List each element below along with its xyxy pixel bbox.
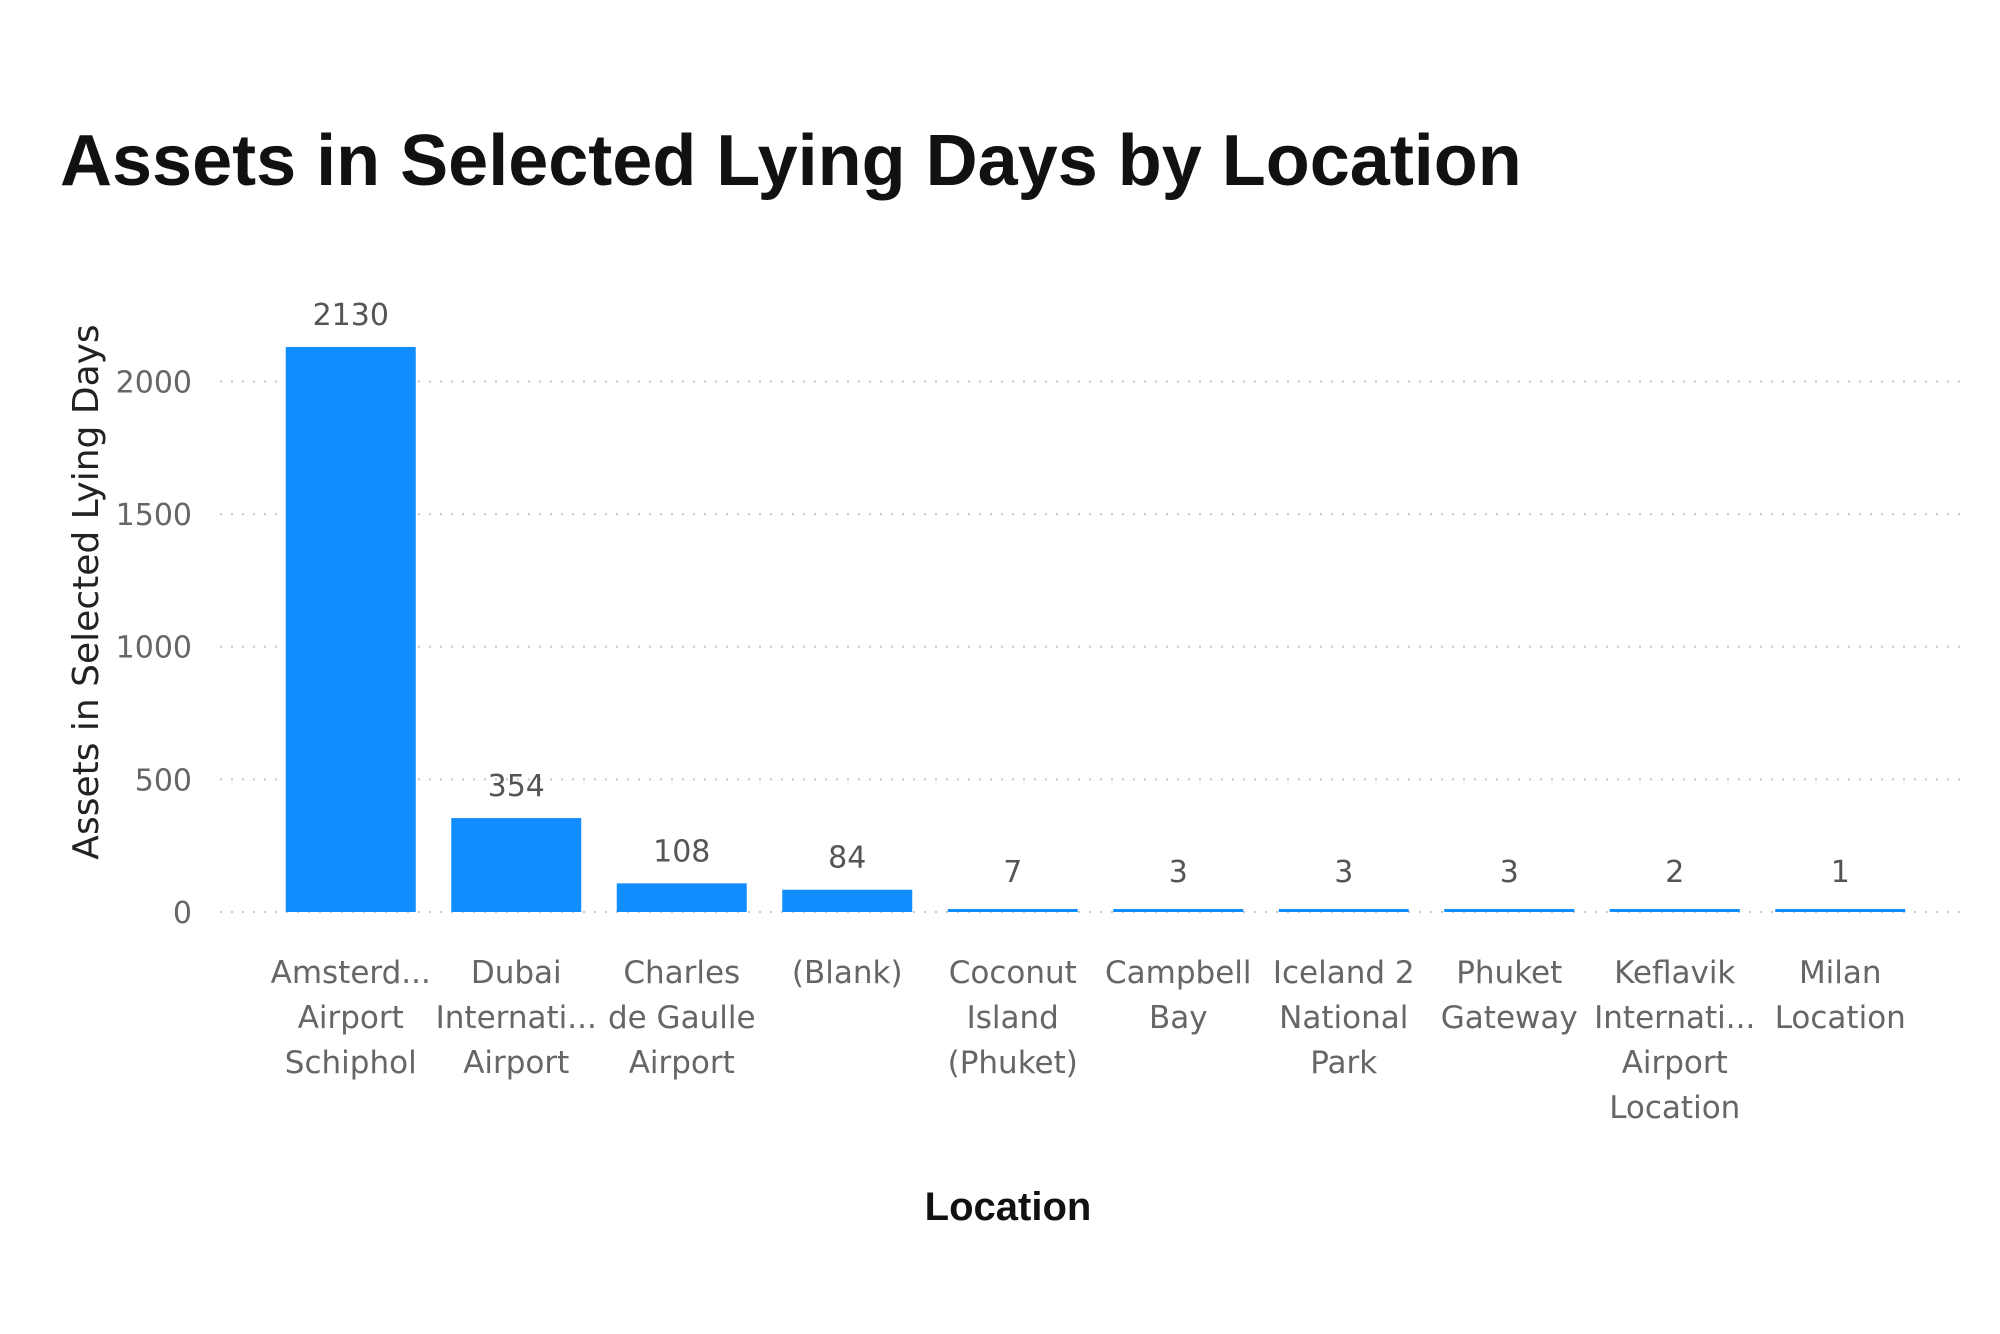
bar[interactable]	[451, 818, 582, 912]
data-label: 3	[1500, 855, 1519, 890]
data-label: 3	[1169, 855, 1188, 890]
x-category-label: (Blank)	[792, 955, 903, 991]
gridlines	[220, 380, 1962, 913]
x-category-label-line: (Phuket)	[948, 1045, 1078, 1081]
x-category-label-line: Amsterd...	[271, 955, 431, 991]
y-tick-label: 1000	[116, 631, 192, 666]
y-tick-label: 0	[173, 896, 192, 931]
x-category-label-line: Airport	[629, 1045, 735, 1081]
x-axis-title: Location	[925, 1185, 1092, 1229]
x-category-label-line: Iceland 2	[1273, 955, 1415, 991]
y-tick-label: 500	[135, 763, 192, 798]
x-category-label-line: Campbell	[1105, 955, 1252, 991]
data-label: 108	[653, 834, 710, 869]
x-category-label-line: Charles	[623, 955, 740, 991]
x-category-label-line: Airport	[1622, 1045, 1728, 1081]
data-label: 84	[828, 841, 866, 876]
x-category-label-line: Keflavik	[1614, 955, 1735, 991]
x-category-label-line: Park	[1310, 1045, 1377, 1081]
data-label: 354	[488, 769, 545, 804]
bar[interactable]	[782, 889, 913, 912]
x-category-label-line: Internati...	[1594, 1000, 1755, 1036]
bar[interactable]	[1444, 909, 1575, 912]
data-label: 2130	[313, 298, 389, 333]
x-category-label: Keflavik Internati... Airport Location	[1594, 955, 1755, 1126]
x-category-label: Coconut Island (Phuket)	[948, 955, 1078, 1081]
x-category-label-line: Coconut	[949, 955, 1077, 991]
x-category-label-line: Island	[967, 1000, 1059, 1036]
data-labels: 2130 354 108 84 7 3 3 3 2 1	[313, 298, 1850, 890]
data-label: 1	[1831, 855, 1850, 890]
data-label: 2	[1665, 855, 1684, 890]
x-category-label: Campbell Bay	[1105, 955, 1252, 1036]
x-category-label-line: National	[1279, 1000, 1408, 1036]
x-category-label-line: Location	[1775, 1000, 1906, 1036]
y-tick-label: 2000	[116, 365, 192, 400]
x-category-label-line: Phuket	[1456, 955, 1562, 991]
x-category-label-line: Schiphol	[285, 1045, 417, 1081]
x-category-label-line: Location	[1609, 1090, 1740, 1126]
chart-title: Assets in Selected Lying Days by Locatio…	[60, 121, 1522, 201]
x-category-label: Charles de Gaulle Airport	[608, 955, 756, 1081]
bar[interactable]	[616, 883, 747, 912]
x-category-label-line: Milan	[1799, 955, 1882, 991]
y-tick-label: 1500	[116, 498, 192, 533]
x-category-label-line: Internati...	[436, 1000, 597, 1036]
x-category-label: Amsterd... Airport Schiphol	[271, 955, 431, 1081]
x-category-label-line: Airport	[463, 1045, 569, 1081]
x-category-label-line: (Blank)	[792, 955, 903, 991]
x-category-label-line: Gateway	[1441, 1000, 1578, 1036]
y-axis-ticks: 0 500 1000 1500 2000	[116, 365, 192, 931]
x-category-label: Phuket Gateway	[1441, 955, 1578, 1036]
x-category-label: Iceland 2 National Park	[1273, 955, 1415, 1081]
x-category-label-line: Bay	[1149, 1000, 1208, 1036]
x-category-label: Milan Location	[1775, 955, 1906, 1036]
x-category-label-line: Dubai	[471, 955, 562, 991]
bar[interactable]	[285, 347, 416, 912]
bar[interactable]	[1609, 909, 1740, 912]
bar[interactable]	[1278, 909, 1409, 912]
x-category-label-line: de Gaulle	[608, 1000, 756, 1036]
bar[interactable]	[1113, 909, 1244, 912]
data-label: 3	[1334, 855, 1353, 890]
bar[interactable]	[947, 909, 1078, 912]
x-category-label: Dubai Internati... Airport	[436, 955, 597, 1081]
y-axis-title: Assets in Selected Lying Days	[66, 324, 107, 859]
x-category-label-line: Airport	[298, 1000, 404, 1036]
x-axis-categories: Amsterd... Airport Schiphol Dubai Internati.…	[271, 955, 1906, 1126]
bars	[285, 347, 1906, 912]
bar[interactable]	[1775, 909, 1906, 912]
data-label: 7	[1003, 855, 1022, 890]
